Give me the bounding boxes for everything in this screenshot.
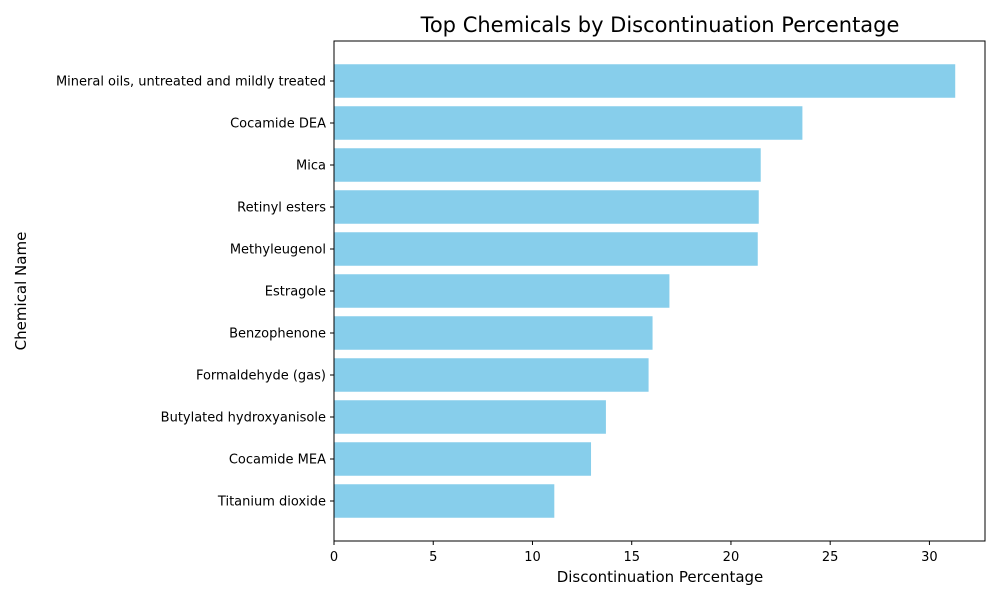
y-tick-label: Estragole bbox=[265, 285, 326, 300]
y-tick-label: Mica bbox=[296, 159, 326, 174]
y-tick-label: Benzophenone bbox=[229, 327, 326, 342]
x-axis-title: Discontinuation Percentage bbox=[557, 568, 764, 586]
x-ticks: 0 5 10 15 20 25 30 bbox=[330, 541, 938, 565]
bar bbox=[334, 274, 670, 308]
y-tick-label: Methyleugenol bbox=[230, 243, 326, 258]
bar bbox=[334, 232, 758, 266]
x-tick-label: 15 bbox=[623, 550, 640, 565]
y-tick-label: Retinyl esters bbox=[237, 201, 326, 216]
bar bbox=[334, 190, 759, 224]
bar bbox=[334, 442, 592, 476]
x-tick-label: 30 bbox=[921, 550, 938, 565]
x-tick-label: 5 bbox=[429, 550, 437, 565]
bars-layer bbox=[334, 64, 956, 518]
bar bbox=[334, 400, 606, 434]
y-tick-label: Cocamide MEA bbox=[229, 453, 326, 468]
chart-title: Top Chemicals by Discontinuation Percent… bbox=[420, 13, 900, 37]
y-tick-label: Cocamide DEA bbox=[230, 117, 326, 132]
y-tick-label: Formaldehyde (gas) bbox=[196, 369, 326, 384]
y-axis-title: Chemical Name bbox=[12, 232, 30, 351]
bar bbox=[334, 316, 653, 350]
bar bbox=[334, 64, 956, 98]
y-tick-label: Titanium dioxide bbox=[217, 495, 326, 510]
y-tick-label: Butylated hydroxyanisole bbox=[161, 411, 326, 426]
bar bbox=[334, 358, 649, 392]
x-tick-label: 20 bbox=[723, 550, 740, 565]
bar bbox=[334, 148, 761, 182]
x-tick-label: 25 bbox=[822, 550, 839, 565]
y-ticks: Mineral oils, untreated and mildly treat… bbox=[56, 75, 334, 510]
y-tick-label: Mineral oils, untreated and mildly treat… bbox=[56, 75, 326, 90]
x-tick-label: 10 bbox=[524, 550, 541, 565]
bar bbox=[334, 106, 803, 140]
x-tick-label: 0 bbox=[330, 550, 338, 565]
bar bbox=[334, 484, 555, 518]
